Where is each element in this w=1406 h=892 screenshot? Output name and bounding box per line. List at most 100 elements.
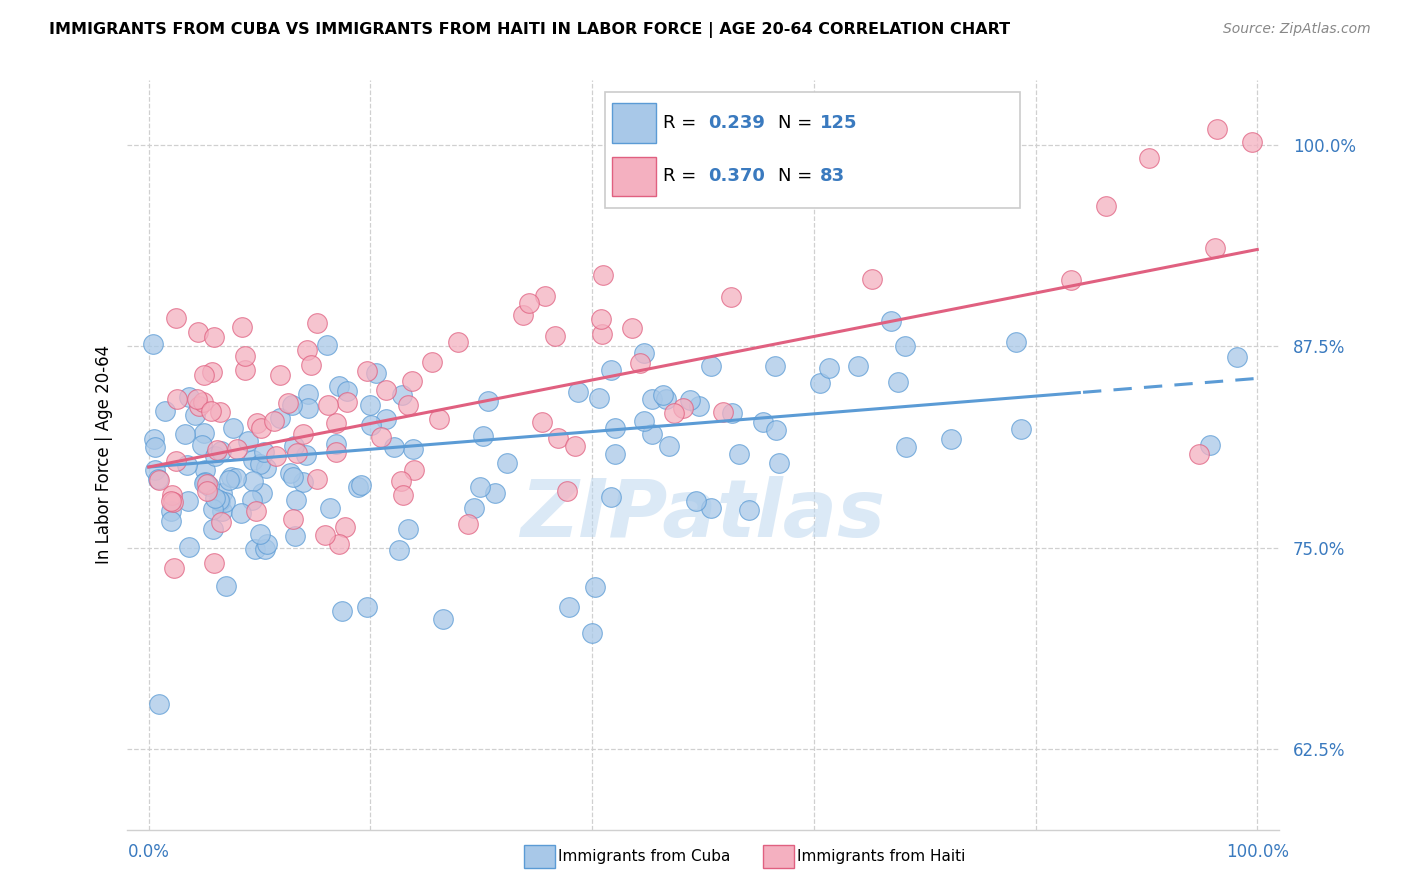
Point (201, 522, 224, 536)
Point (231, 320, 253, 334)
Point (1204, 241, 1226, 255)
Point (209, 443, 232, 458)
Point (547, 431, 569, 445)
Point (768, 457, 790, 471)
Point (295, 343, 318, 358)
Point (283, 439, 305, 453)
Point (496, 456, 519, 470)
Point (284, 529, 307, 543)
Point (1005, 334, 1028, 349)
Point (208, 492, 231, 507)
Point (315, 338, 337, 352)
Text: R =: R = (662, 168, 702, 186)
Point (463, 500, 485, 515)
Point (236, 434, 259, 449)
Point (699, 359, 721, 373)
Point (356, 364, 378, 378)
Point (205, 443, 228, 458)
Point (287, 446, 309, 460)
Point (253, 445, 276, 459)
Point (297, 386, 319, 401)
Point (356, 600, 378, 615)
Point (484, 485, 506, 500)
Point (544, 329, 567, 343)
Point (295, 449, 318, 463)
Point (316, 398, 339, 412)
Point (250, 485, 273, 500)
Point (336, 395, 359, 409)
Point (603, 420, 626, 434)
Point (163, 560, 186, 574)
Point (177, 540, 200, 554)
Point (328, 378, 350, 392)
Point (711, 405, 734, 419)
Point (1137, 151, 1160, 165)
Point (721, 407, 744, 421)
Point (468, 480, 491, 494)
Point (581, 626, 603, 640)
Point (1060, 273, 1083, 287)
Point (148, 473, 170, 487)
Point (283, 512, 305, 526)
Point (143, 432, 166, 446)
Point (184, 409, 207, 423)
Point (187, 399, 209, 413)
Point (765, 424, 787, 438)
Point (254, 541, 277, 556)
Point (589, 311, 612, 326)
Point (846, 359, 869, 373)
Point (222, 421, 245, 435)
Point (1095, 199, 1118, 213)
Point (305, 472, 328, 486)
Point (148, 472, 170, 486)
Point (245, 417, 267, 431)
Point (432, 612, 454, 626)
Point (860, 272, 883, 286)
Point (160, 494, 183, 508)
Point (887, 376, 910, 390)
Point (333, 520, 356, 534)
Text: 0.239: 0.239 (707, 114, 765, 132)
Point (1226, 350, 1249, 364)
Point (720, 289, 742, 303)
Point (389, 475, 412, 489)
Point (194, 463, 217, 477)
Point (186, 392, 208, 407)
Point (738, 502, 761, 516)
Point (688, 400, 710, 414)
Point (392, 488, 415, 502)
Point (254, 460, 277, 475)
Point (200, 404, 222, 418)
Point (336, 384, 359, 398)
Point (160, 487, 183, 501)
Point (672, 401, 695, 415)
Point (165, 311, 187, 326)
Point (402, 442, 425, 456)
Point (600, 363, 623, 377)
Text: Source: ZipAtlas.com: Source: ZipAtlas.com (1223, 22, 1371, 37)
Point (375, 383, 398, 397)
Point (249, 527, 271, 541)
Point (1188, 448, 1211, 462)
Point (218, 473, 240, 487)
Point (177, 494, 200, 508)
Point (215, 579, 238, 593)
Point (292, 475, 315, 489)
Point (763, 359, 786, 373)
Point (388, 543, 411, 558)
Point (166, 392, 188, 406)
Point (472, 429, 495, 443)
Point (592, 268, 614, 282)
Point (894, 440, 917, 454)
Point (245, 504, 267, 518)
Point (278, 466, 301, 480)
Point (233, 349, 256, 363)
Point (402, 463, 425, 477)
Point (319, 501, 342, 516)
Point (277, 396, 299, 410)
Point (477, 394, 499, 409)
Point (269, 411, 291, 425)
Point (177, 390, 200, 404)
Point (269, 368, 291, 382)
Point (600, 490, 623, 504)
